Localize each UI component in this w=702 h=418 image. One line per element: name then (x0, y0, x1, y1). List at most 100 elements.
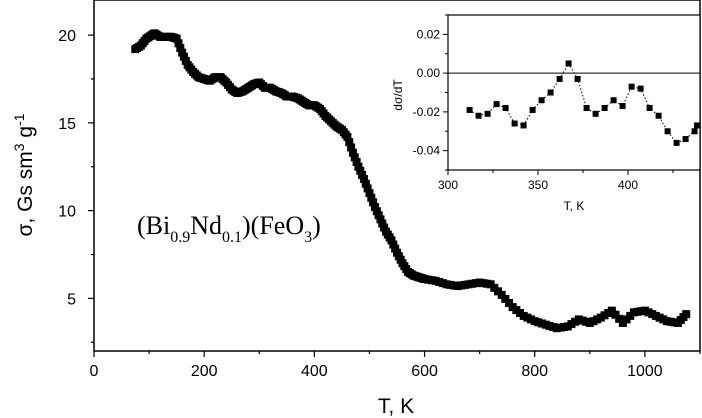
inset-data-point (601, 105, 608, 111)
main-data-point (497, 290, 506, 299)
main-data-point-interp (345, 138, 354, 147)
inset-data-point (691, 128, 698, 135)
inset-x-axis-title: T, K (564, 199, 585, 213)
inset-y-tick-label: -0.04 (413, 144, 441, 158)
inset-data-point (484, 110, 491, 117)
main-data-point-interp (505, 299, 514, 308)
inset-plot: 300 350 400 0.02 0.00 -0.02 -0.04 T, K dσ/dT (391, 14, 701, 213)
main-data-point-interp (181, 56, 190, 65)
inset-data-point (511, 120, 518, 127)
main-data-point-interp (363, 184, 372, 193)
inset-data-points (466, 60, 700, 146)
main-x-axis-ticks: 0 200 400 600 800 1000 (90, 351, 701, 380)
main-data-point-interp (174, 39, 183, 48)
main-y-tick-label: 10 (58, 204, 76, 221)
main-data-point-interp (367, 193, 376, 202)
inset-x-tick-label: 300 (438, 178, 458, 192)
formula-sub-3: 3 (304, 229, 312, 246)
main-data-point (365, 189, 374, 198)
main-data-point-interp (378, 219, 387, 228)
inset-x-tick-label: 400 (618, 178, 638, 192)
main-data-point-interp (372, 207, 381, 216)
inset-data-point (628, 83, 635, 90)
main-data-point-interp (358, 170, 367, 179)
inset-data-point (655, 112, 662, 119)
main-data-point-interp (347, 143, 356, 152)
main-x-tick-label: 600 (411, 363, 438, 380)
main-data-point-interp (374, 211, 383, 220)
main-data-point-interp (176, 43, 185, 52)
inset-series-line (469, 62, 698, 144)
main-x-tick-label: 0 (90, 363, 99, 380)
inset-y-tick-label: 0.02 (417, 27, 441, 41)
main-data-point (376, 215, 385, 224)
inset-data-point (664, 128, 671, 135)
inset-data-point (592, 110, 599, 117)
main-y-axis-ticks: 5 10 15 20 (58, 28, 94, 343)
main-data-point-interp (389, 240, 398, 249)
main-y-tick-label: 5 (67, 291, 76, 308)
inset-data-point (694, 122, 700, 129)
formula-part-3: )(FeO (242, 211, 304, 240)
inset-data-point (529, 106, 536, 113)
inset-x-axis-ticks: 300 350 400 (438, 170, 674, 192)
main-data-point-interp (350, 153, 359, 162)
main-data-point (682, 310, 691, 319)
y-axis-title-sup-2: -1 (11, 113, 27, 126)
inset-data-point (520, 122, 527, 129)
formula-part-4: ) (312, 211, 321, 240)
main-data-point-interp (352, 158, 361, 167)
y-axis-title-main: σ, Gs sm (14, 151, 37, 236)
inset-data-point (556, 75, 563, 82)
inset-y-tick-label: -0.02 (413, 105, 441, 119)
main-data-point (343, 132, 352, 141)
inset-x-tick-label: 350 (528, 178, 548, 192)
inset-data-point (547, 89, 554, 96)
inset-data-point (646, 105, 653, 111)
main-y-tick-label: 20 (58, 28, 76, 45)
compound-formula-annotation: (Bi0.9Nd0.1)(FeO3) (137, 211, 321, 246)
inset-data-point (538, 97, 545, 104)
main-y-tick-label: 15 (58, 116, 76, 133)
main-data-point-interp (501, 294, 510, 303)
inset-data-point (619, 103, 626, 110)
main-data-point-interp (391, 244, 400, 253)
inset-y-axis-title: dσ/dT (391, 79, 405, 111)
main-x-tick-label: 1000 (627, 363, 663, 380)
main-data-point (178, 48, 187, 57)
main-data-point (348, 148, 357, 157)
inset-data-point (610, 97, 617, 104)
formula-part-1: (Bi (137, 211, 170, 240)
main-data-point (387, 236, 396, 245)
main-plot-frame (93, 0, 701, 352)
formula-part-2: Nd (190, 211, 222, 240)
inset-data-point (466, 106, 473, 113)
formula-sub-2: 0.1 (222, 229, 242, 246)
main-data-point-interp (611, 310, 620, 319)
y-axis-title-sup-1: 3 (11, 143, 27, 151)
main-data-point-interp (615, 314, 624, 323)
main-x-axis-title: T, K (378, 395, 414, 418)
main-data-point-interp (361, 179, 370, 188)
inset-data-point (673, 139, 680, 146)
main-data-point (354, 162, 363, 171)
main-data-point-interp (356, 166, 365, 175)
inset-data-point (502, 105, 509, 111)
inset-y-axis-ticks: 0.02 0.00 -0.02 -0.04 (413, 14, 448, 171)
main-data-point (607, 306, 616, 315)
inset-data-point (574, 75, 581, 82)
inset-data-point (493, 101, 500, 108)
main-data-point-interp (179, 52, 188, 61)
main-data-point (370, 203, 379, 212)
inset-data-point (565, 60, 572, 67)
inset-data-point (475, 112, 482, 119)
y-axis-title-unit: g (14, 126, 37, 144)
inset-data-point (682, 136, 689, 142)
main-y-axis-title: σ, Gs sm3 g-1 (11, 113, 37, 236)
main-x-tick-label: 800 (521, 363, 548, 380)
inset-data-point (637, 85, 644, 92)
formula-sub-1: 0.9 (170, 229, 190, 246)
inset-y-tick-label: 0.00 (417, 66, 441, 80)
